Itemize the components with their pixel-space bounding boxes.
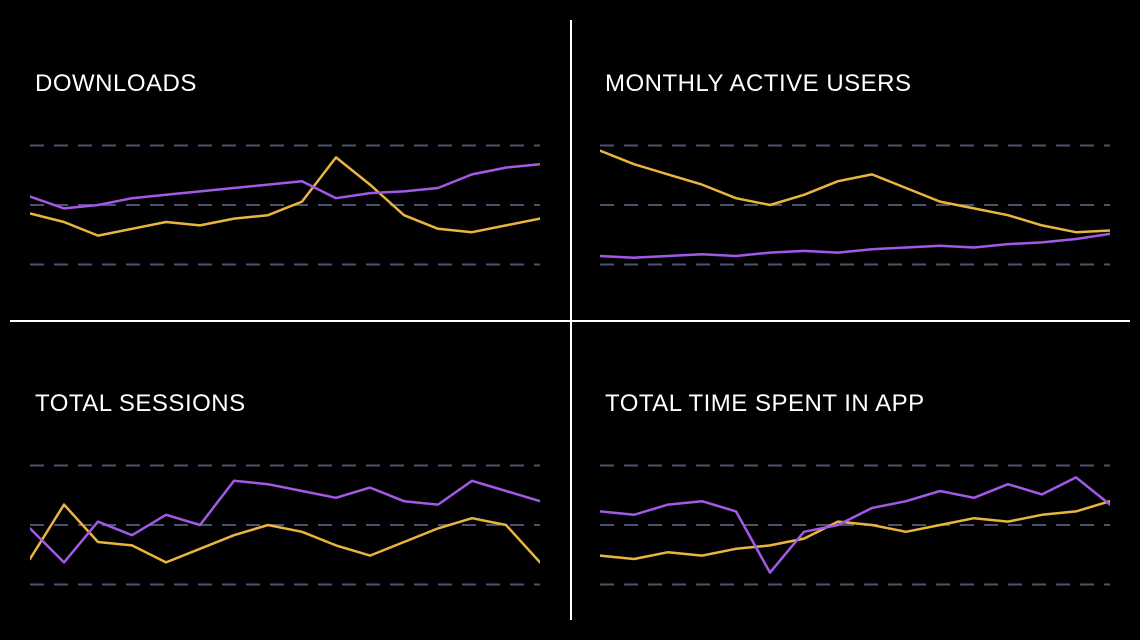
panel-title-sessions: TOTAL SESSIONS xyxy=(35,390,246,418)
chart-time xyxy=(600,440,1110,610)
panel-title-time: TOTAL TIME SPENT IN APP xyxy=(605,390,925,418)
chart-downloads xyxy=(30,120,540,290)
chart-sessions xyxy=(30,440,540,610)
chart-mau xyxy=(600,120,1110,290)
panel-title-downloads: DOWNLOADS xyxy=(35,70,197,98)
divider-horizontal xyxy=(10,320,1130,322)
panel-title-mau: MONTHLY ACTIVE USERS xyxy=(605,70,912,98)
dashboard-grid: DOWNLOADS MONTHLY ACTIVE USERS TOTAL SES… xyxy=(0,0,1140,640)
